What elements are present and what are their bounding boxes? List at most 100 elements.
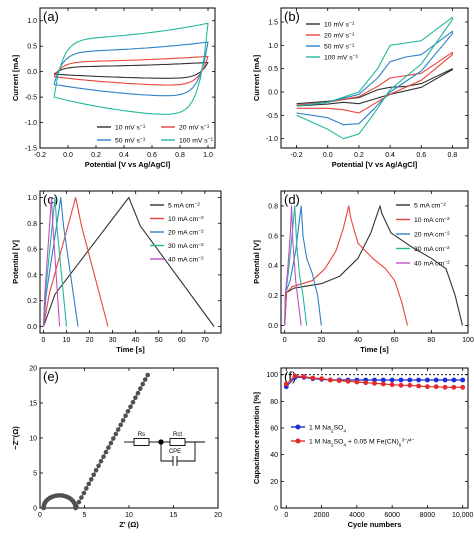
nyquist-point — [74, 504, 79, 509]
x-tick-label: -0.2 — [34, 152, 46, 159]
y-tick-label: -1.0 — [25, 120, 37, 127]
legend-label: 10 mA cm−2 — [414, 216, 450, 225]
nyquist-point — [108, 440, 114, 446]
x-axis-label: Cycle numbers — [348, 520, 402, 529]
y-tick-label: 60 — [270, 426, 278, 433]
legend-label: 10 mV s−1 — [324, 20, 355, 29]
retention-point — [451, 377, 457, 383]
nyquist-point — [81, 490, 87, 496]
retention-point — [328, 377, 333, 383]
y-tick-label: 0.6 — [27, 247, 37, 254]
legend-label: 40 mA cm−2 — [168, 255, 204, 264]
legend-label: 20 mV s−1 — [179, 123, 210, 132]
y-tick-label: 20 — [29, 366, 37, 373]
legend-label: 10 mV s−1 — [115, 123, 146, 132]
y-tick-label: 1.0 — [27, 195, 37, 202]
retention-point — [354, 379, 360, 385]
retention-point — [336, 378, 342, 384]
legend-label: 20 mA cm−2 — [414, 230, 450, 239]
panel-label: (f) — [284, 369, 296, 384]
y-tick-label: 0.6 — [268, 233, 278, 240]
nyquist-point — [142, 377, 148, 382]
panel-label: (e) — [43, 369, 59, 384]
nyquist-point — [103, 449, 109, 455]
y-axis-label: Current [mA] — [11, 54, 20, 101]
legend-label: 100 mV s−1 — [179, 136, 214, 145]
nyquist-point — [86, 481, 92, 487]
gcd-curve — [284, 205, 409, 326]
retention-point — [310, 375, 316, 381]
legend-label: 1 M Na2SO4 + 0.05 M Fe(CN)63−/4− — [309, 437, 415, 448]
x-tick-label: 40 — [132, 337, 140, 344]
retention-point — [398, 377, 404, 383]
panel-3: (d) 0 20 40 60 80 100 0.0 0.2 0.4 0.6 0.8 Time [s] Po… — [252, 190, 474, 354]
nyquist-point — [113, 431, 119, 437]
y-tick-label: 0.0 — [27, 69, 37, 76]
retention-point — [407, 382, 413, 388]
gcd-curve — [284, 205, 322, 326]
retention-point — [416, 377, 421, 383]
nyquist-point — [91, 472, 96, 478]
panel-0: (a) -0.2 0.0 0.2 0.4 0.6 0.8 1.0 -1.5 -1.0 -0.5 0.0… — [11, 7, 216, 169]
x-tick-label: -0.2 — [291, 152, 303, 159]
x-tick-label: 20 — [214, 512, 222, 519]
legend-label: 30 mA cm−2 — [414, 245, 450, 254]
y-tick-label: 5 — [33, 471, 37, 478]
retention-point — [425, 377, 430, 383]
nyquist-point — [84, 486, 89, 491]
legend-label: 10 mA cm−2 — [168, 215, 204, 224]
y-tick-label: 0.2 — [268, 293, 278, 300]
x-tick-label: 0.4 — [119, 152, 129, 159]
retention-point — [416, 383, 421, 389]
x-tick-label: 5 — [83, 512, 87, 519]
x-tick-label: 40 — [354, 337, 362, 344]
x-tick-label: 10,000 — [452, 512, 474, 519]
retention-point — [283, 381, 289, 387]
x-tick-label: 0.6 — [416, 152, 426, 159]
y-tick-label: -1.0 — [266, 136, 278, 143]
y-axis-label: Potential [V] — [252, 240, 261, 284]
y-tick-label: -0.5 — [25, 95, 37, 102]
x-axis-label: Time [s] — [360, 345, 389, 354]
panel-label: (d) — [284, 192, 300, 207]
y-tick-label: -1.5 — [25, 146, 37, 153]
nyquist-point — [96, 463, 101, 469]
y-axis-label: Potential [V] — [11, 240, 20, 284]
x-tick-label: 0.6 — [147, 152, 157, 159]
x-tick-label: 4000 — [349, 512, 365, 519]
cv-curve — [296, 51, 453, 114]
nyquist-point — [133, 395, 138, 401]
circuit-wire — [177, 442, 196, 462]
y-tick-label: 1.0 — [27, 18, 37, 25]
x-tick-label: 20 — [317, 337, 325, 344]
x-tick-label: 0.8 — [448, 152, 458, 159]
x-tick-label: 15 — [170, 512, 178, 519]
y-tick-label: 0.4 — [268, 263, 278, 270]
equivalent-circuit — [124, 438, 205, 466]
retention-point — [442, 384, 448, 390]
cv-curve — [53, 55, 209, 86]
nyquist-point — [76, 499, 82, 505]
panel-label: (b) — [284, 9, 300, 24]
y-tick-label: -0.5 — [266, 113, 278, 120]
y-axis-label: Capacitance retention [%] — [252, 391, 261, 484]
x-tick-label: 0.2 — [91, 152, 101, 159]
y-tick-label: 0.4 — [27, 272, 37, 279]
panel-1: (b) -0.2 0.0 0.2 0.4 0.6 0.8 -1.0 -0.5 0.0 0.5 1.0 1… — [252, 7, 469, 169]
gcd-curve — [284, 205, 464, 326]
y-tick-label: 0.0 — [27, 324, 37, 331]
y-tick-label: 15 — [29, 401, 37, 408]
legend-marker — [295, 424, 301, 430]
y-tick-label: 0.0 — [268, 323, 278, 330]
gcd-curve — [42, 196, 79, 327]
x-tick-label: 0 — [42, 337, 46, 344]
legend-marker — [295, 438, 301, 444]
x-tick-label: 10 — [63, 337, 71, 344]
cv-curve — [296, 16, 453, 140]
x-tick-label: 30 — [109, 337, 117, 344]
plot-frame — [39, 367, 219, 509]
y-axis-label: −Z''(Ω) — [11, 426, 20, 450]
retention-point — [372, 377, 377, 383]
x-tick-label: 0.0 — [323, 152, 333, 159]
